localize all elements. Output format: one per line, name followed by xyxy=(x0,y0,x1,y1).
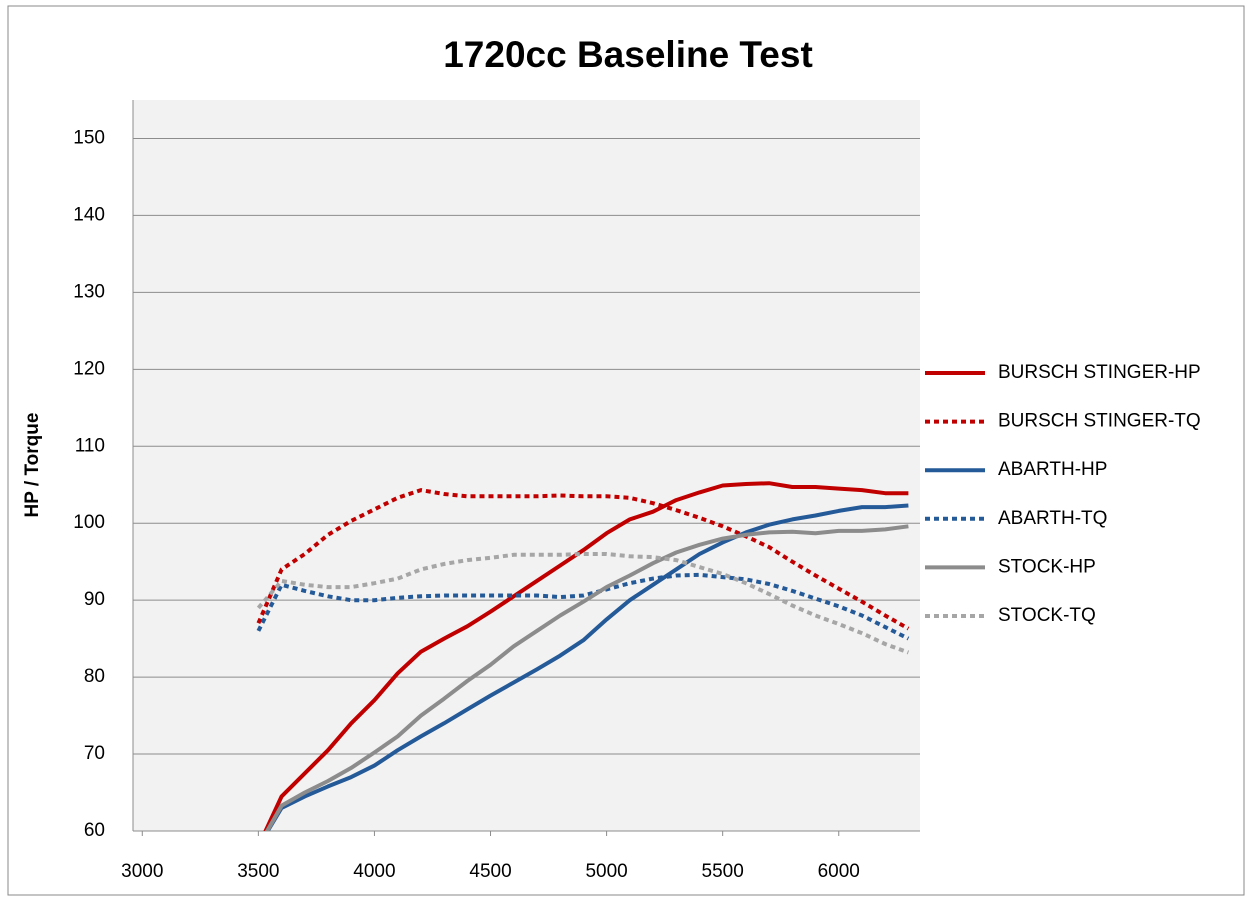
series-line xyxy=(265,503,909,831)
legend-label: STOCK-HP xyxy=(998,556,1096,577)
legend-label: STOCK-TQ xyxy=(998,605,1096,626)
series-group xyxy=(256,481,910,831)
series-line xyxy=(264,524,909,831)
y-axis-label: HP / Torque xyxy=(22,413,43,518)
y-tick-label: 100 xyxy=(73,512,105,533)
y-tick-label: 140 xyxy=(73,204,105,225)
y-tick-label: 150 xyxy=(73,127,105,148)
chart-title: 1720cc Baseline Test xyxy=(443,34,813,75)
y-tick-label: 120 xyxy=(73,358,105,379)
plot-area xyxy=(133,100,920,831)
y-tick-label: 110 xyxy=(75,435,105,456)
x-tick-label: 4500 xyxy=(469,861,511,882)
x-tick-label: 6000 xyxy=(818,861,860,882)
legend-label: ABARTH-HP xyxy=(998,459,1107,480)
x-tick-label: 3000 xyxy=(121,861,163,882)
x-tick-label: 4000 xyxy=(353,861,395,882)
x-tick-label: 3500 xyxy=(237,861,279,882)
y-tick-label: 80 xyxy=(84,666,105,687)
legend-label: BURSCH STINGER-TQ xyxy=(998,411,1201,432)
y-tick-label: 70 xyxy=(84,743,105,764)
series-line xyxy=(256,552,910,655)
y-tick-label: 130 xyxy=(73,281,105,302)
legend-label: ABARTH-TQ xyxy=(998,508,1107,529)
series-line xyxy=(263,481,909,831)
x-tick-label: 5000 xyxy=(585,861,627,882)
series-line xyxy=(256,572,910,641)
y-tick-label: 60 xyxy=(84,820,105,841)
y-tick-label: 90 xyxy=(84,589,105,610)
x-tick-label: 5500 xyxy=(702,861,744,882)
series-line xyxy=(256,488,910,631)
legend-label: BURSCH STINGER-HP xyxy=(998,362,1201,383)
